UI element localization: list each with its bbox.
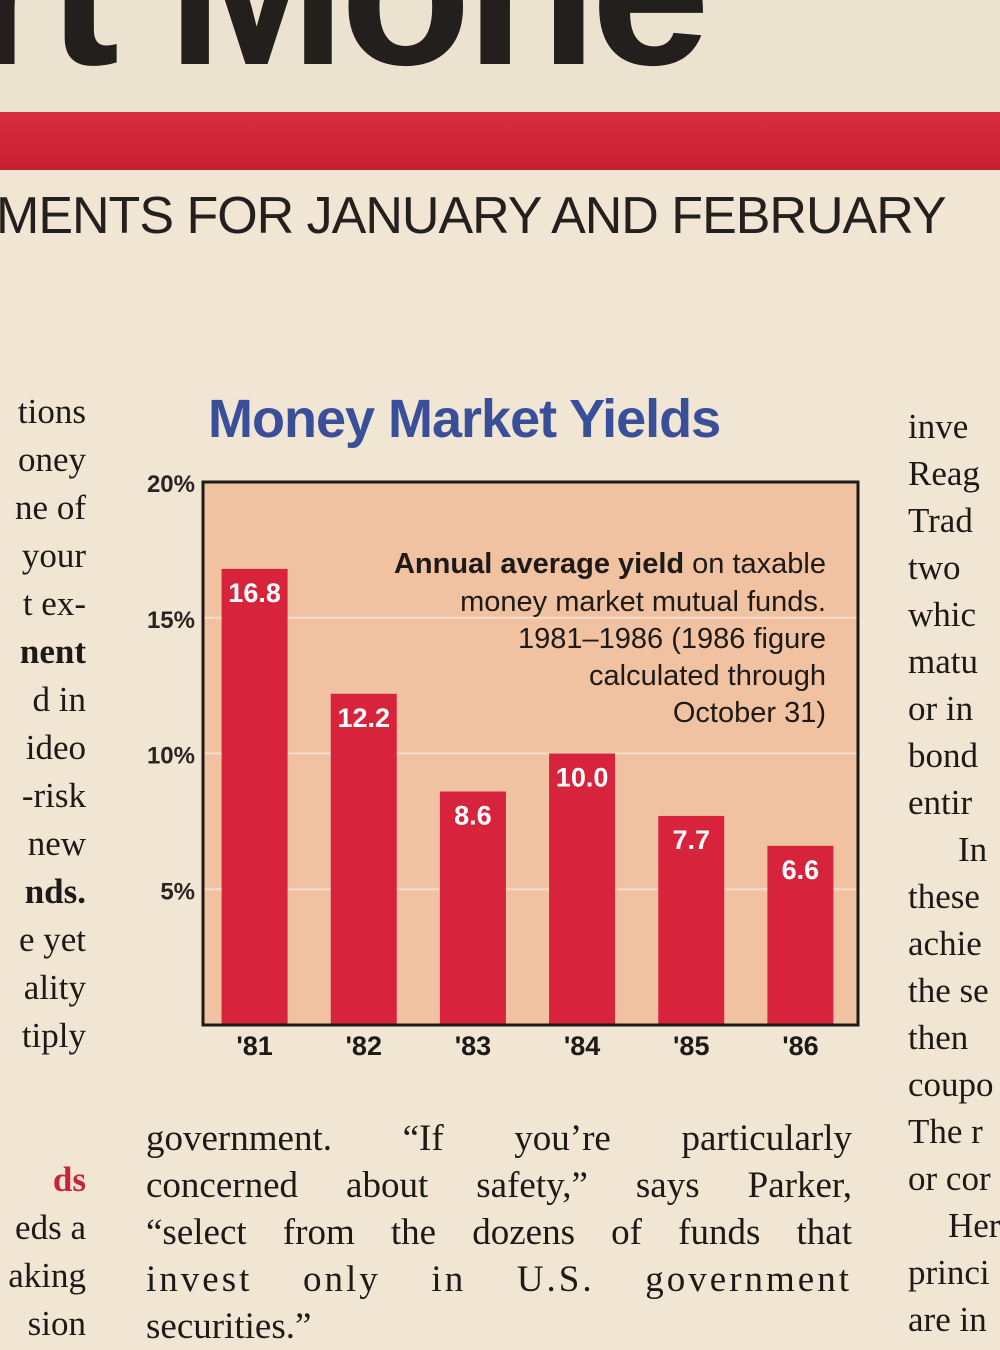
plot-frame [201, 480, 860, 1027]
right-line: these [908, 877, 980, 916]
right-line: In [958, 830, 988, 869]
masthead-title: rt Mone [0, 0, 710, 97]
y-tick-label: 20% [147, 471, 195, 498]
data-label: 6.6 [782, 855, 820, 885]
left-line: ality [23, 968, 86, 1007]
bar [549, 753, 616, 1025]
left-line: e yet [18, 920, 86, 959]
right-line: Reag [908, 454, 980, 493]
bar [330, 693, 397, 1025]
right-line: princi [908, 1253, 990, 1292]
right-line: Trad [908, 501, 973, 540]
right-line: the se [908, 971, 989, 1010]
bar [439, 791, 506, 1025]
body-line: securities.” [146, 1306, 312, 1347]
left-line: ne of [15, 488, 86, 527]
data-label: 8.6 [454, 801, 492, 831]
right-line: or cor [908, 1159, 991, 1198]
chart-caption-rest: on taxable [684, 548, 826, 580]
chart-caption-bold: Annual average yield [394, 548, 684, 580]
right-line: Her [948, 1206, 1000, 1245]
x-tick-label: '86 [782, 1031, 818, 1061]
x-tick-label: '83 [455, 1031, 491, 1061]
left-line: d in [32, 680, 86, 719]
left-column-text: tions oney ne of your t ex- nent d in id… [0, 388, 86, 1348]
left-line: t ex- [22, 584, 86, 623]
body-line: invest only in U.S. government [146, 1259, 852, 1300]
chart-title: Money Market Yields [208, 389, 721, 449]
right-line: whic [908, 595, 977, 634]
data-label: 7.7 [672, 825, 710, 855]
data-label: 16.8 [228, 578, 281, 608]
right-column-text: inve Reag Trad two whic matu or in bond … [908, 403, 1000, 1343]
body-line: government. “If you’re particularly [146, 1118, 852, 1159]
article-body: government. “If you’re particularly conc… [146, 1115, 852, 1350]
bar [221, 568, 288, 1025]
left-line: ideo [25, 728, 86, 767]
y-tick-label: 15% [147, 607, 195, 634]
data-label: 10.0 [556, 763, 609, 793]
data-label: 12.2 [337, 703, 390, 733]
chart-caption-line: October 31) [673, 697, 826, 729]
right-line: two [908, 548, 961, 587]
x-tick-label: '82 [346, 1031, 382, 1061]
right-line: then [908, 1018, 969, 1057]
section-subhead: MENTS FOR JANUARY AND FEBRUARY [0, 187, 947, 245]
left-line: tiply [21, 1016, 86, 1055]
chart-caption-line: Annual average yield on taxable [394, 548, 826, 580]
chart-caption-line: money market mutual funds. [460, 586, 826, 618]
right-line: coupo [908, 1065, 994, 1104]
left-line: oney [17, 440, 86, 479]
right-line: matu [908, 642, 978, 681]
left-line: aking [8, 1256, 86, 1295]
bar [658, 815, 725, 1025]
bar [767, 845, 834, 1025]
left-line: nds. [24, 872, 86, 911]
right-line: entir [908, 783, 973, 822]
left-subhead: ds [52, 1160, 86, 1199]
right-line: inve [908, 407, 969, 446]
masthead-red-band [0, 112, 1000, 170]
left-line: -risk [21, 776, 86, 815]
right-line: The r [908, 1112, 983, 1151]
left-line: tions [17, 392, 86, 431]
right-line: or in [908, 689, 974, 728]
left-line: eds a [15, 1208, 86, 1247]
y-tick-label: 10% [147, 743, 195, 770]
x-tick-label: '85 [673, 1031, 709, 1061]
left-line: nent [19, 632, 86, 671]
right-line: achie [908, 924, 982, 963]
chart-caption-line: 1981–1986 (1986 figure [518, 623, 826, 655]
x-tick-label: '84 [564, 1031, 600, 1061]
body-line: “select from the dozens of funds that [146, 1212, 852, 1253]
y-tick-label: 5% [160, 878, 195, 905]
left-line: your [21, 536, 86, 575]
chart-caption-line: calculated through [589, 660, 826, 692]
x-tick-label: '81 [236, 1031, 272, 1061]
masthead: rt Mone [0, 0, 1000, 112]
left-line: new [27, 824, 86, 863]
body-line: concerned about safety,” says Parker, [146, 1165, 852, 1206]
right-line: bond [908, 736, 978, 775]
